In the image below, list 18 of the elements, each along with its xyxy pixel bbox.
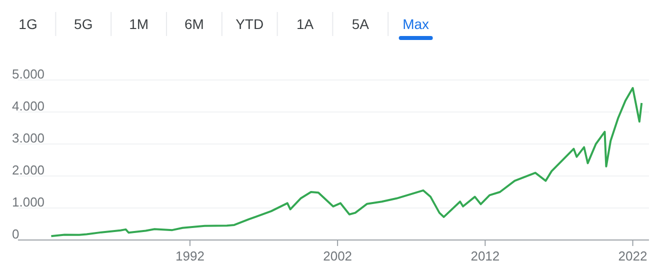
text: 1G bbox=[18, 16, 38, 32]
y-tick-label: 5.000 bbox=[12, 66, 45, 82]
y-tick-label: 4.000 bbox=[12, 98, 45, 114]
text: 6M bbox=[184, 16, 204, 32]
x-tick-label: 2002 bbox=[323, 248, 352, 264]
y-tick-label: 0 bbox=[12, 226, 20, 242]
text: Max bbox=[402, 16, 430, 32]
x-tick-label: 2012 bbox=[470, 248, 500, 264]
y-tick-label: 2.000 bbox=[12, 162, 45, 178]
x-tick-label: 1992 bbox=[175, 248, 204, 264]
text: YTD bbox=[236, 16, 264, 32]
text: 5G bbox=[74, 16, 93, 32]
x-tick-label: 2022 bbox=[618, 248, 648, 264]
text: 5A bbox=[352, 16, 370, 32]
y-tick-label: 3.000 bbox=[12, 130, 45, 146]
y-tick-label: 1.000 bbox=[12, 194, 45, 210]
text: 1A bbox=[296, 16, 314, 32]
text: 1M bbox=[129, 16, 149, 32]
